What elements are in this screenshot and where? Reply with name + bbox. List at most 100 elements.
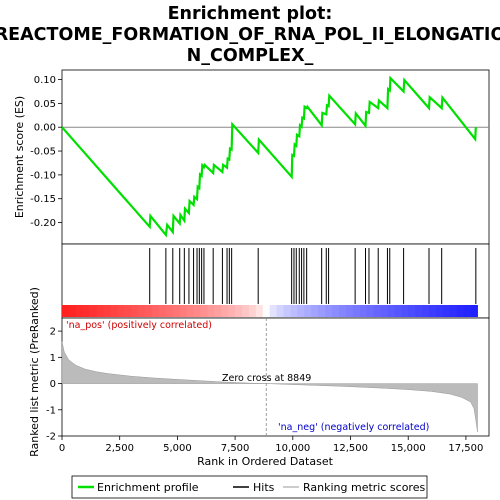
color-bar-segment [456, 305, 465, 317]
color-bar-segment [325, 305, 333, 317]
color-bar-segment [422, 305, 430, 317]
na-neg-label: 'na_neg' (negatively correlated) [278, 422, 429, 433]
color-bar-segment [332, 305, 340, 317]
color-bar-segment [186, 305, 195, 317]
ranking-metric-area [61, 341, 478, 433]
color-bar-segment [359, 305, 368, 317]
color-bar-segment [158, 305, 167, 317]
color-bar-segment [435, 305, 444, 317]
color-bar-segment [62, 305, 70, 317]
color-bar-segment [387, 305, 395, 317]
color-bar-segment [165, 305, 174, 317]
es-ytick-label: -0.15 [30, 194, 56, 205]
color-bar-segment [373, 305, 382, 317]
color-bar-segment [103, 305, 111, 317]
es-layer [61, 75, 489, 238]
rank-ytick-label: 1 [50, 353, 56, 364]
xtick-label: 12,500 [333, 443, 368, 454]
color-bar-segment [283, 305, 292, 317]
es-ytick-label: 0.05 [34, 99, 56, 110]
color-bar-segment [96, 305, 105, 317]
enrichment-profile-line [61, 75, 477, 238]
color-bar-segment [415, 305, 423, 317]
color-bar-segment [117, 305, 125, 317]
color-bar-segment [200, 305, 208, 317]
es-ylabel: Enrichment score (ES) [13, 96, 26, 218]
title-line-1: Enrichment plot: [168, 4, 333, 24]
color-bar-segment [269, 305, 278, 317]
color-bar-segment [152, 305, 160, 317]
color-bar-segment [228, 305, 236, 317]
color-bar-segment [248, 305, 257, 317]
color-bar-segment [380, 305, 388, 317]
xtick-label: 10,000 [275, 443, 310, 454]
color-bar-segment [214, 305, 222, 317]
xtick-label: 2,500 [105, 443, 134, 454]
color-bar-segment [338, 305, 347, 317]
color-bar-segment [172, 305, 181, 317]
color-bar-segment [75, 305, 84, 317]
es-ytick-label: -0.10 [30, 170, 56, 181]
color-bar-segment [366, 305, 375, 317]
color-bar-segment [89, 305, 98, 317]
rank-ylabel: Ranked list metric (PreRanked) [28, 287, 41, 457]
color-bar-segment [193, 305, 201, 317]
color-bar-segment [124, 305, 132, 317]
rank-layer [61, 318, 478, 436]
color-bar-segment [110, 305, 118, 317]
color-bar-segment [179, 305, 188, 317]
color-bar-segment [428, 305, 437, 317]
es-ytick-label: 0.00 [34, 123, 56, 134]
color-bar-segment [262, 305, 271, 317]
color-bar-segment [463, 305, 472, 317]
color-bar-segment [290, 305, 298, 317]
es-ytick-label: -0.20 [30, 218, 56, 229]
xtick-label: 15,000 [391, 443, 426, 454]
color-bar-segment [242, 305, 250, 317]
rank-ytick-label: 0 [50, 379, 56, 390]
xtick-label: 0 [59, 443, 65, 454]
color-bar-segment [82, 305, 91, 317]
color-bar-segment [408, 305, 416, 317]
legend-metric-label: Ranking metric scores [303, 481, 425, 494]
color-bar [62, 305, 478, 317]
color-bar-segment [401, 305, 409, 317]
color-bar-segment [449, 305, 458, 317]
color-bar-segment [442, 305, 451, 317]
xtick-label: 17,500 [448, 443, 483, 454]
color-bar-segment [68, 305, 77, 317]
color-bar-segment [207, 305, 215, 317]
axis-layer: 0.100.050.00-0.05-0.10-0.15-0.20210-1-20… [30, 75, 483, 454]
color-bar-segment [131, 305, 139, 317]
color-bar-segment [297, 305, 305, 317]
color-bar-segment [304, 305, 312, 317]
legend-profile-label: Enrichment profile [97, 481, 199, 494]
color-bar-segment [318, 305, 326, 317]
color-bar-segment [470, 305, 478, 317]
color-bar-segment [138, 305, 146, 317]
rank-ytick-label: -2 [46, 432, 56, 443]
color-bar-segment [255, 305, 264, 317]
legend-hits-label: Hits [253, 481, 275, 494]
xtick-label: 5,000 [163, 443, 192, 454]
color-bar-segment [311, 305, 319, 317]
hits-layer [149, 248, 477, 304]
es-ytick-label: -0.05 [30, 147, 56, 158]
title-line-3: N_COMPLEX_ [187, 46, 314, 66]
es-ytick-label: 0.10 [34, 75, 56, 86]
na-pos-label: 'na_pos' (positively correlated) [66, 320, 212, 331]
color-bar-segment [352, 305, 361, 317]
color-bar-segment [221, 305, 229, 317]
rank-ytick-label: 2 [50, 327, 56, 338]
title-line-2: REACTOME_FORMATION_OF_RNA_POL_II_ELONGAT… [0, 25, 500, 45]
legend-box [71, 475, 428, 499]
zero-cross-label: Zero cross at 8849 [222, 373, 311, 384]
color-bar-segment [345, 305, 354, 317]
color-bar-segment [235, 305, 243, 317]
xtick-label: 7,500 [221, 443, 250, 454]
color-bar-segment [276, 305, 285, 317]
xlabel: Rank in Ordered Dataset [197, 455, 334, 468]
color-bar-segment [145, 305, 153, 317]
rank-ytick-label: -1 [46, 405, 56, 416]
